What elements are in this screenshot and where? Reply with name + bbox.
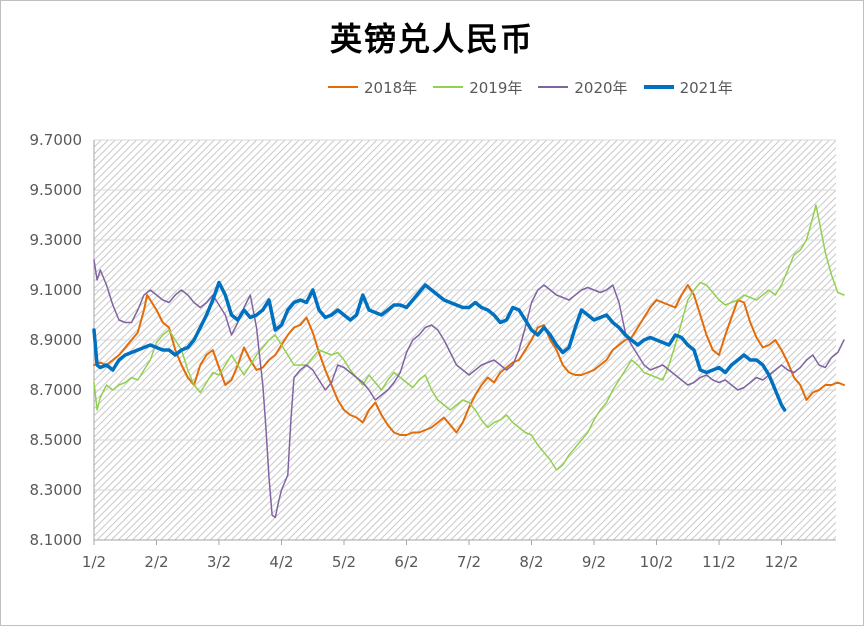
y-tick-label: 8.5000	[30, 431, 83, 449]
series-line-2020年	[93, 259, 845, 519]
legend-swatch-2021	[643, 85, 674, 89]
legend-item-2021: 2021年	[643, 77, 733, 98]
y-tick-label: 9.3000	[30, 231, 83, 249]
x-tick-label: 8/2	[519, 553, 543, 571]
legend-item-2020: 2020年	[538, 77, 628, 98]
y-tick-label: 9.1000	[30, 281, 83, 299]
x-tick-label: 7/2	[457, 553, 481, 571]
x-tick-label: 10/2	[640, 553, 674, 571]
x-tick-label: 9/2	[582, 553, 606, 571]
y-tick-label: 9.5000	[30, 181, 83, 199]
legend-label-2018: 2018年	[364, 78, 418, 97]
chart-title: 英镑兑人民币	[329, 20, 534, 58]
series-line-2019年	[93, 204, 845, 471]
x-tick-label: 1/2	[82, 553, 106, 571]
x-tick-label: 2/2	[144, 553, 168, 571]
y-tick-label: 9.7000	[30, 131, 83, 149]
y-tick-label: 8.9000	[30, 331, 83, 349]
series-line-2021年	[92, 280, 787, 412]
legend-swatch-2018	[328, 86, 358, 88]
chart-legend: 2018年 2019年 2020年 2021年	[328, 77, 749, 97]
x-tick-label: 5/2	[332, 553, 356, 571]
legend-label-2021: 2021年	[679, 78, 733, 97]
y-tick-label: 8.3000	[30, 481, 83, 499]
y-tick-label: 8.7000	[30, 381, 83, 399]
x-tick-label: 11/2	[702, 553, 736, 571]
y-tick-label: 8.1000	[30, 531, 83, 549]
series-line-2018年	[93, 284, 845, 436]
legend-label-2020: 2020年	[574, 78, 628, 97]
legend-label-2019: 2019年	[469, 78, 523, 97]
x-tick-label: 6/2	[394, 553, 418, 571]
x-tick-label: 12/2	[765, 553, 799, 571]
legend-item-2018: 2018年	[328, 77, 417, 98]
legend-item-2019: 2019年	[433, 77, 522, 98]
x-tick-label: 3/2	[207, 553, 231, 571]
legend-swatch-2020	[538, 86, 569, 88]
legend-swatch-2019	[433, 86, 464, 88]
x-tick-label: 4/2	[269, 553, 293, 571]
